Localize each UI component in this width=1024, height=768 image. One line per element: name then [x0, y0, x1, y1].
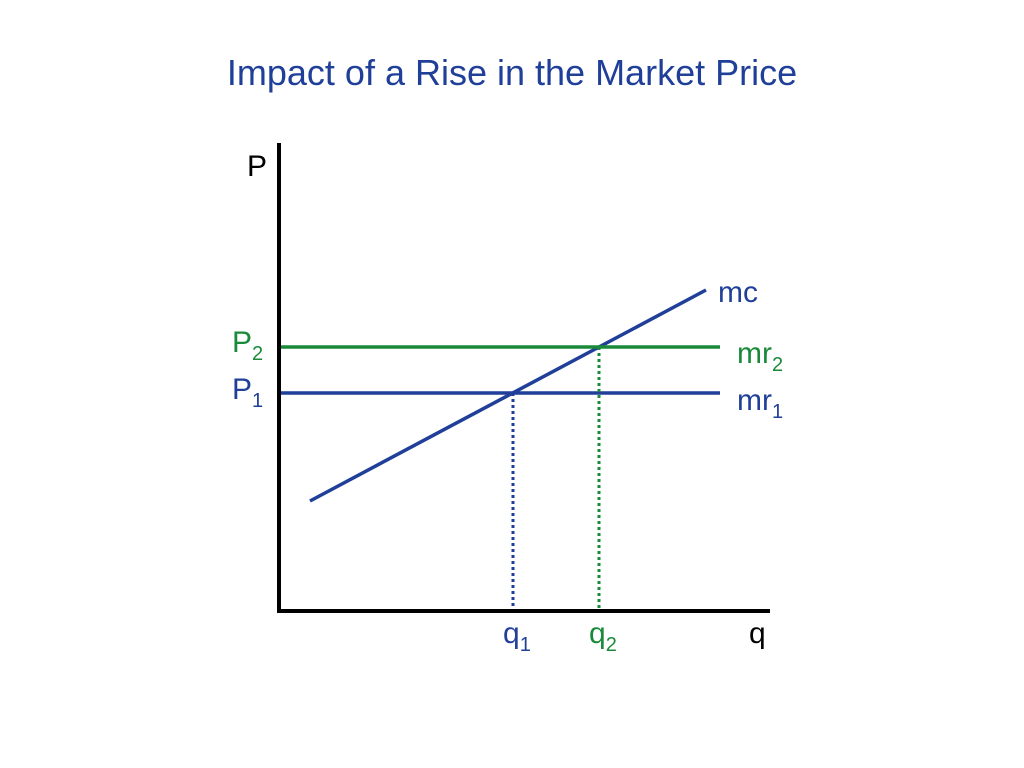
mc-line [309, 288, 707, 503]
p1-label-base: P [232, 373, 252, 406]
p2-label: P2 [232, 326, 263, 365]
p2-label-base: P [232, 326, 252, 359]
mc-label: mc [718, 276, 758, 309]
q2-label: q2 [589, 617, 617, 656]
y-axis-label: P [247, 150, 267, 183]
p1-label-sub: 1 [252, 390, 263, 412]
q2-label-base: q [589, 617, 606, 650]
q1-label-sub: 1 [520, 634, 531, 656]
q1-label-base: q [503, 617, 520, 650]
mr2-label-base: mr [737, 337, 772, 370]
mr1-label: mr1 [737, 384, 783, 423]
q1-label: q1 [503, 617, 531, 656]
mr1-label-base: mr [737, 384, 772, 417]
slide-title: Impact of a Rise in the Market Price [226, 52, 798, 93]
x-axis-label: q [749, 617, 766, 650]
mr2-label: mr2 [737, 337, 783, 376]
p2-label-sub: 2 [252, 343, 263, 365]
mr2-label-sub: 2 [772, 354, 783, 376]
q2-label-sub: 2 [606, 634, 617, 656]
mr1-label-sub: 1 [772, 401, 783, 423]
p1-label: P1 [232, 373, 263, 412]
